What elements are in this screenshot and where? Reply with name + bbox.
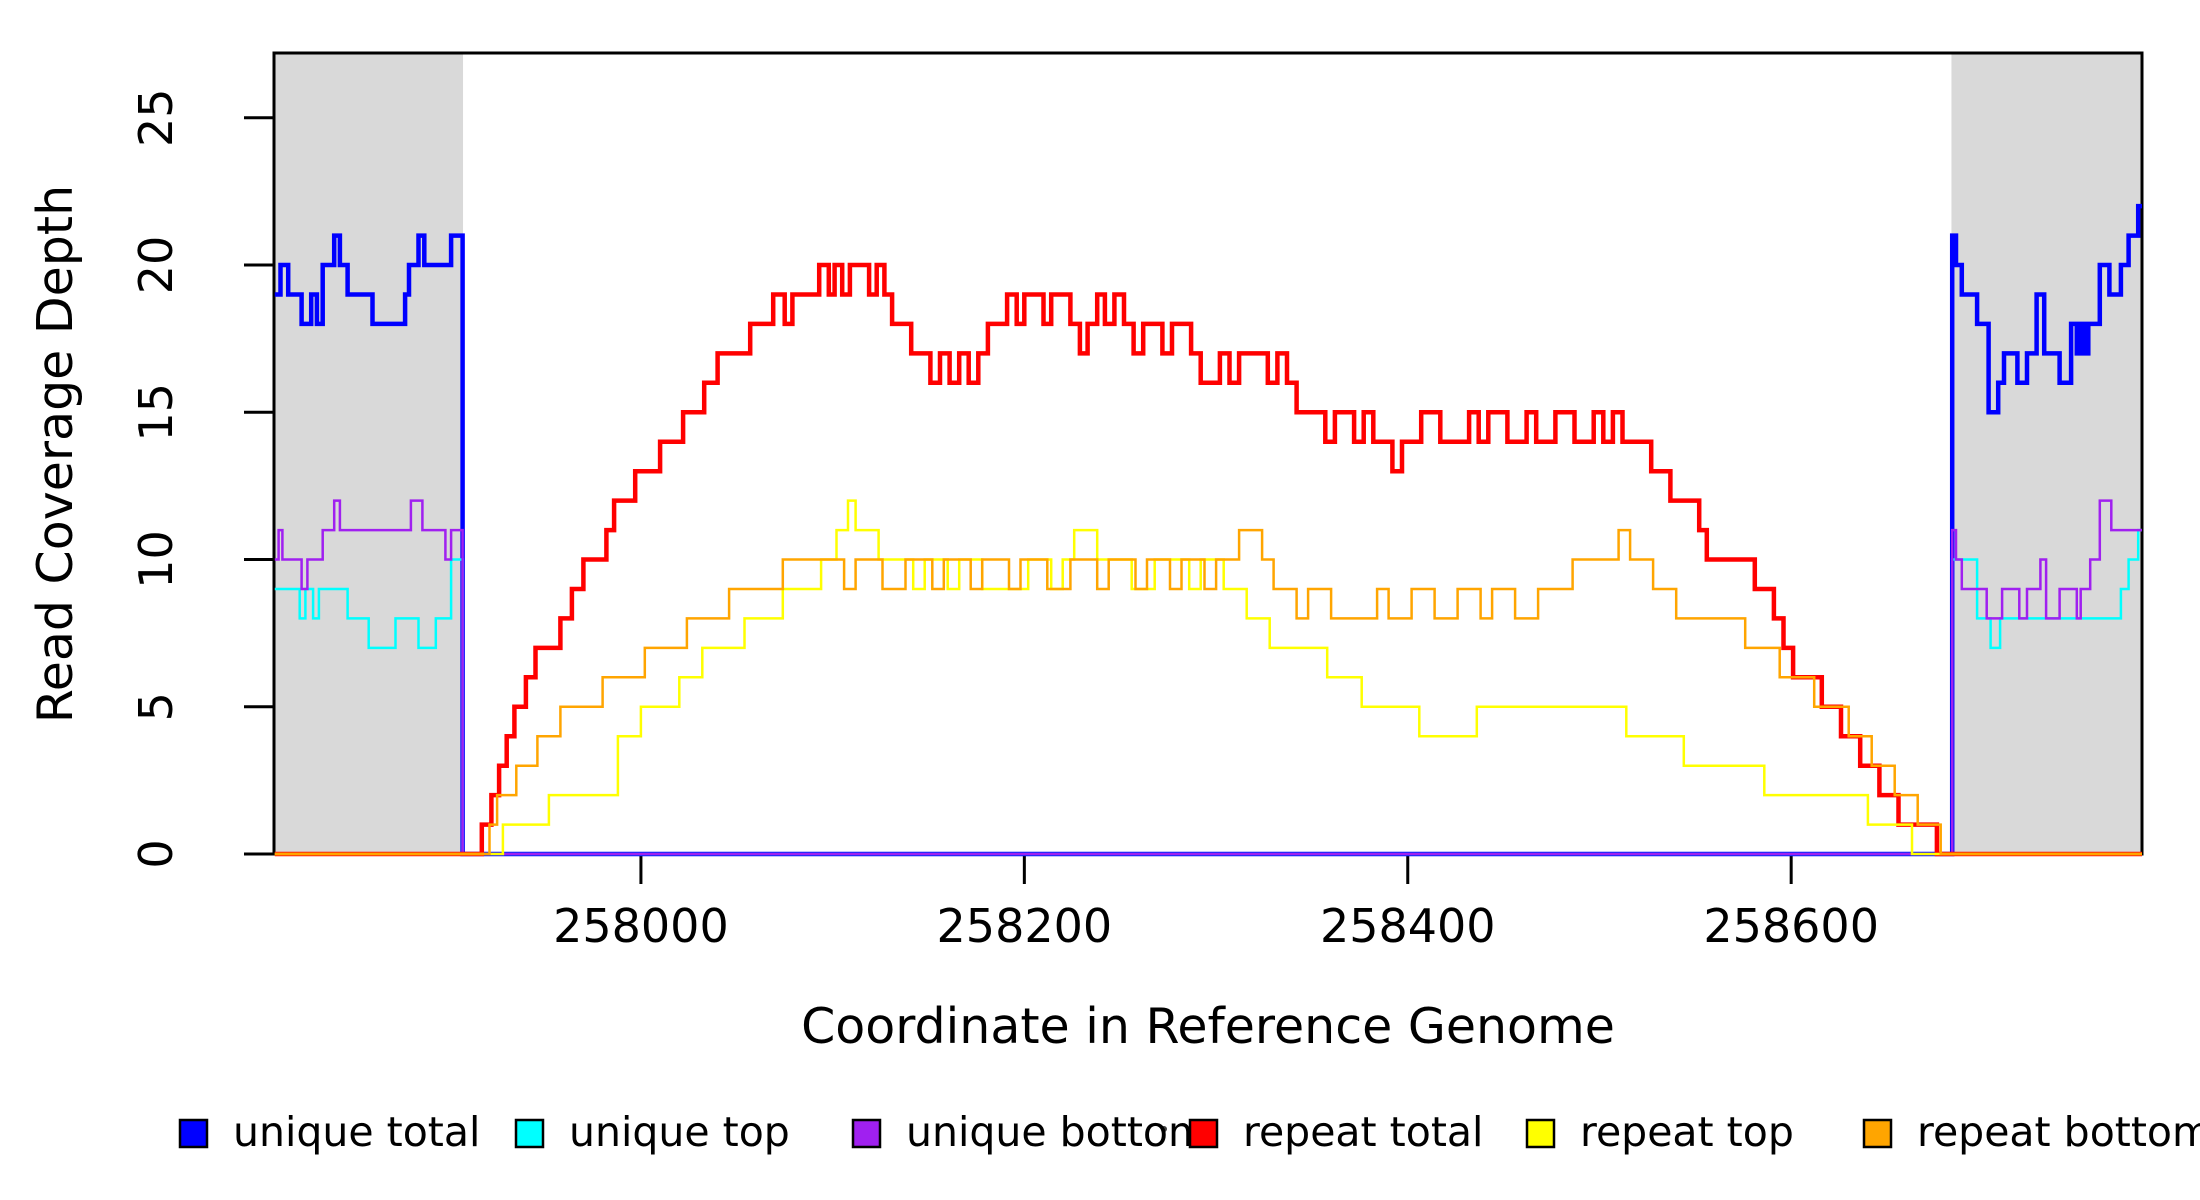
series-unique-bottom: [274, 499, 2142, 856]
series-repeat-bottom: [274, 528, 2142, 856]
plot-box: [272, 51, 2144, 856]
legend-item-repeat-bottom: repeat bottom: [1862, 1108, 2200, 1156]
legend-swatch: [1525, 1118, 1556, 1149]
shaded-region: [1951, 53, 2142, 855]
legend-label: unique total: [233, 1108, 480, 1156]
legend-label: repeat bottom: [1917, 1108, 2200, 1156]
legend-item-unique-top: unique top: [514, 1108, 790, 1156]
legend-item-unique-bottom: unique bottom: [851, 1108, 1208, 1156]
y-tick-label: 15: [129, 383, 183, 442]
series-repeat-top: [274, 499, 2142, 856]
x-axis-title: Coordinate in Reference Genome: [801, 998, 1615, 1055]
legend-item-repeat-total: repeat total: [1188, 1108, 1483, 1156]
series-layer: [274, 203, 2142, 857]
y-tick-label: 20: [129, 236, 183, 295]
legend-swatch: [514, 1118, 545, 1149]
legend-label: unique bottom: [906, 1108, 1208, 1156]
legend-swatch: [1188, 1118, 1219, 1149]
shaded-region: [274, 53, 464, 855]
legend-item-unique-total: unique total: [178, 1108, 480, 1156]
legend: unique total unique top unique bottom repea…: [178, 1108, 2200, 1156]
y-tick-label: 25: [129, 89, 183, 148]
legend-label: repeat top: [1580, 1108, 1794, 1156]
legend-swatch: [1862, 1118, 1893, 1149]
y-tick-label: 10: [129, 530, 183, 589]
y-tick-label: 0: [129, 839, 183, 868]
shaded-regions-layer: [274, 53, 2142, 855]
legend-label: repeat total: [1243, 1108, 1483, 1156]
series-unique-top: [274, 528, 2142, 856]
legend-item-repeat-top: repeat top: [1525, 1108, 1794, 1156]
legend-swatch: [178, 1118, 209, 1149]
legend-label: unique top: [569, 1108, 790, 1156]
legend-swatch: [851, 1118, 882, 1149]
series-repeat-total: [274, 262, 2142, 857]
series-unique-total: [274, 203, 2142, 857]
x-tick-label: 258000: [553, 899, 729, 953]
x-tick-label: 258400: [1320, 899, 1496, 953]
y-tick-label: 5: [129, 692, 183, 721]
x-tick-label: 258200: [937, 899, 1113, 953]
stray-dot: [1161, 1126, 1167, 1132]
y-axis-title: Read Coverage Depth: [27, 185, 84, 723]
x-tick-label: 258600: [1703, 899, 1879, 953]
axis-layer: 258000 258200 258400 258600 0 5 10 15 20 25: [129, 51, 2144, 953]
